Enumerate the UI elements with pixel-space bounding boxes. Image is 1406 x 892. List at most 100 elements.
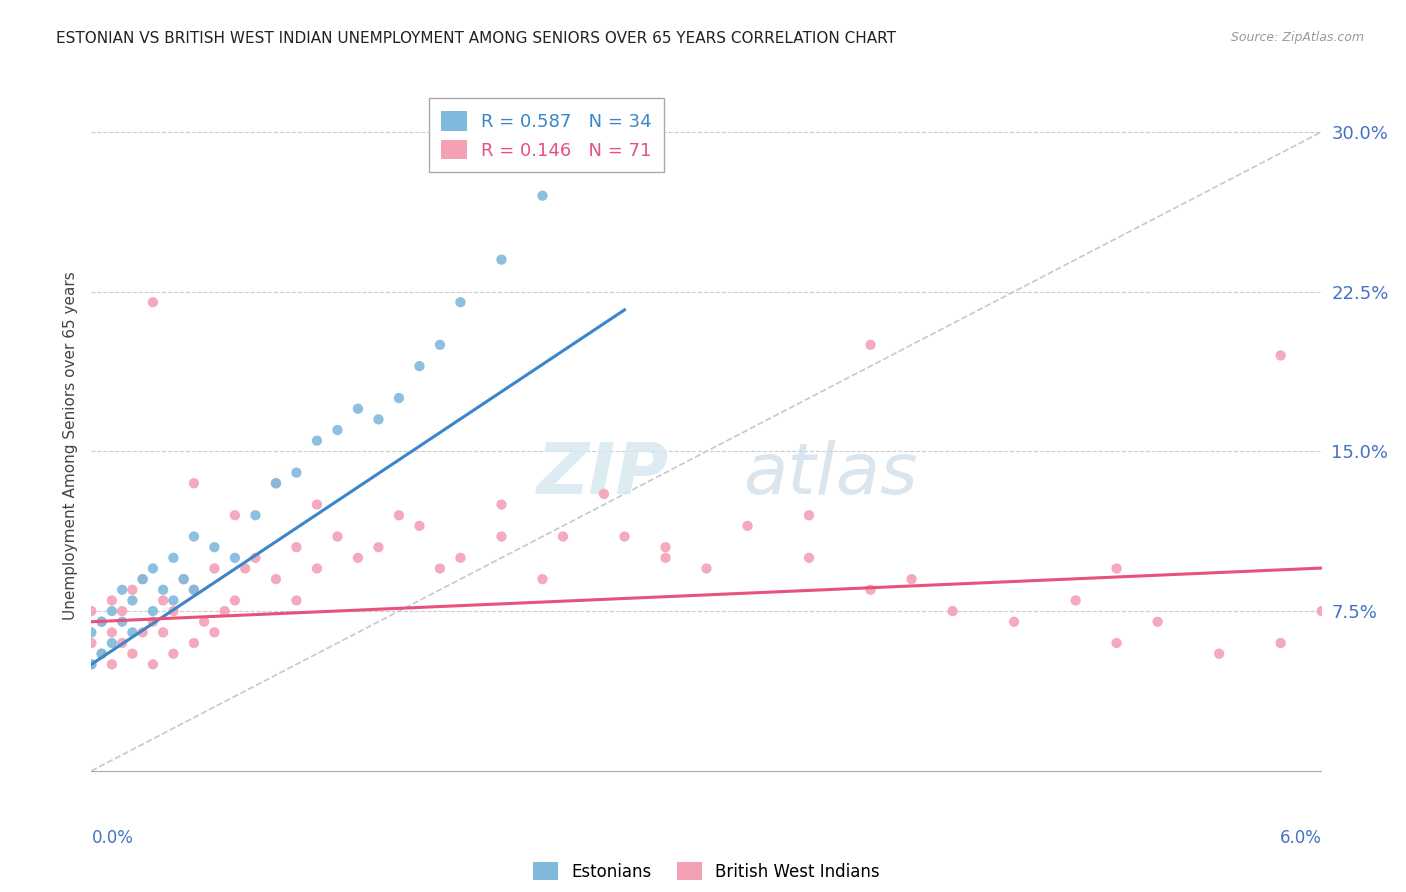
Point xyxy=(162,550,184,565)
Point xyxy=(900,572,922,586)
Point xyxy=(183,582,205,597)
Point xyxy=(1270,349,1292,363)
Point xyxy=(173,572,195,586)
Point xyxy=(285,593,308,607)
Point xyxy=(593,487,616,501)
Point xyxy=(429,561,451,575)
Point xyxy=(90,615,112,629)
Point xyxy=(131,625,153,640)
Point xyxy=(941,604,963,618)
Point xyxy=(797,550,820,565)
Point xyxy=(162,593,184,607)
Point xyxy=(408,519,430,533)
Text: 0.0%: 0.0% xyxy=(91,829,134,847)
Point xyxy=(121,625,143,640)
Point xyxy=(654,550,676,565)
Point xyxy=(449,550,471,565)
Y-axis label: Unemployment Among Seniors over 65 years: Unemployment Among Seniors over 65 years xyxy=(62,272,77,620)
Point xyxy=(101,625,124,640)
Point xyxy=(305,498,328,512)
Point xyxy=(491,252,513,267)
Point xyxy=(224,550,246,565)
Point xyxy=(654,540,676,554)
Point xyxy=(121,593,143,607)
Text: 6.0%: 6.0% xyxy=(1279,829,1322,847)
Point xyxy=(121,582,143,597)
Point xyxy=(367,412,389,426)
Point xyxy=(101,657,124,672)
Point xyxy=(491,498,513,512)
Point xyxy=(347,401,370,416)
Point xyxy=(183,636,205,650)
Point xyxy=(111,582,134,597)
Point xyxy=(121,647,143,661)
Point xyxy=(162,647,184,661)
Point xyxy=(142,561,165,575)
Point xyxy=(326,529,349,543)
Point xyxy=(264,572,287,586)
Point xyxy=(1146,615,1168,629)
Point xyxy=(531,188,554,202)
Point xyxy=(797,508,820,523)
Point xyxy=(80,657,103,672)
Text: ESTONIAN VS BRITISH WEST INDIAN UNEMPLOYMENT AMONG SENIORS OVER 65 YEARS CORRELA: ESTONIAN VS BRITISH WEST INDIAN UNEMPLOY… xyxy=(56,31,896,46)
Point xyxy=(202,561,225,575)
Point xyxy=(531,572,554,586)
Point xyxy=(859,338,882,352)
Point xyxy=(152,625,174,640)
Point xyxy=(183,529,205,543)
Point xyxy=(695,561,717,575)
Point xyxy=(111,636,134,650)
Point xyxy=(131,572,153,586)
Point xyxy=(1002,615,1025,629)
Point xyxy=(80,636,103,650)
Point xyxy=(305,434,328,448)
Point xyxy=(142,615,165,629)
Point xyxy=(80,604,103,618)
Point xyxy=(202,625,225,640)
Point xyxy=(224,508,246,523)
Point xyxy=(142,657,165,672)
Point xyxy=(1310,604,1333,618)
Point xyxy=(408,359,430,373)
Point xyxy=(214,604,236,618)
Point xyxy=(737,519,759,533)
Text: atlas: atlas xyxy=(744,440,918,509)
Point xyxy=(152,593,174,607)
Point xyxy=(388,508,411,523)
Legend: Estonians, British West Indians: Estonians, British West Indians xyxy=(527,855,886,888)
Point xyxy=(613,529,636,543)
Point xyxy=(183,476,205,491)
Point xyxy=(142,604,165,618)
Point xyxy=(1105,636,1128,650)
Point xyxy=(202,540,225,554)
Point xyxy=(90,615,112,629)
Point xyxy=(233,561,256,575)
Point xyxy=(101,636,124,650)
Point xyxy=(347,550,370,565)
Point xyxy=(1064,593,1087,607)
Point xyxy=(101,593,124,607)
Point xyxy=(551,529,574,543)
Point xyxy=(245,508,267,523)
Point xyxy=(162,604,184,618)
Point xyxy=(326,423,349,437)
Point xyxy=(285,466,308,480)
Point xyxy=(173,572,195,586)
Point xyxy=(429,338,451,352)
Point xyxy=(1208,647,1230,661)
Text: Source: ZipAtlas.com: Source: ZipAtlas.com xyxy=(1230,31,1364,45)
Point xyxy=(142,295,165,310)
Point xyxy=(264,476,287,491)
Point xyxy=(305,561,328,575)
Point xyxy=(491,529,513,543)
Point xyxy=(1270,636,1292,650)
Point xyxy=(90,647,112,661)
Point xyxy=(183,582,205,597)
Point xyxy=(152,582,174,597)
Point xyxy=(90,647,112,661)
Point xyxy=(131,572,153,586)
Point xyxy=(111,615,134,629)
Point xyxy=(1105,561,1128,575)
Point xyxy=(264,476,287,491)
